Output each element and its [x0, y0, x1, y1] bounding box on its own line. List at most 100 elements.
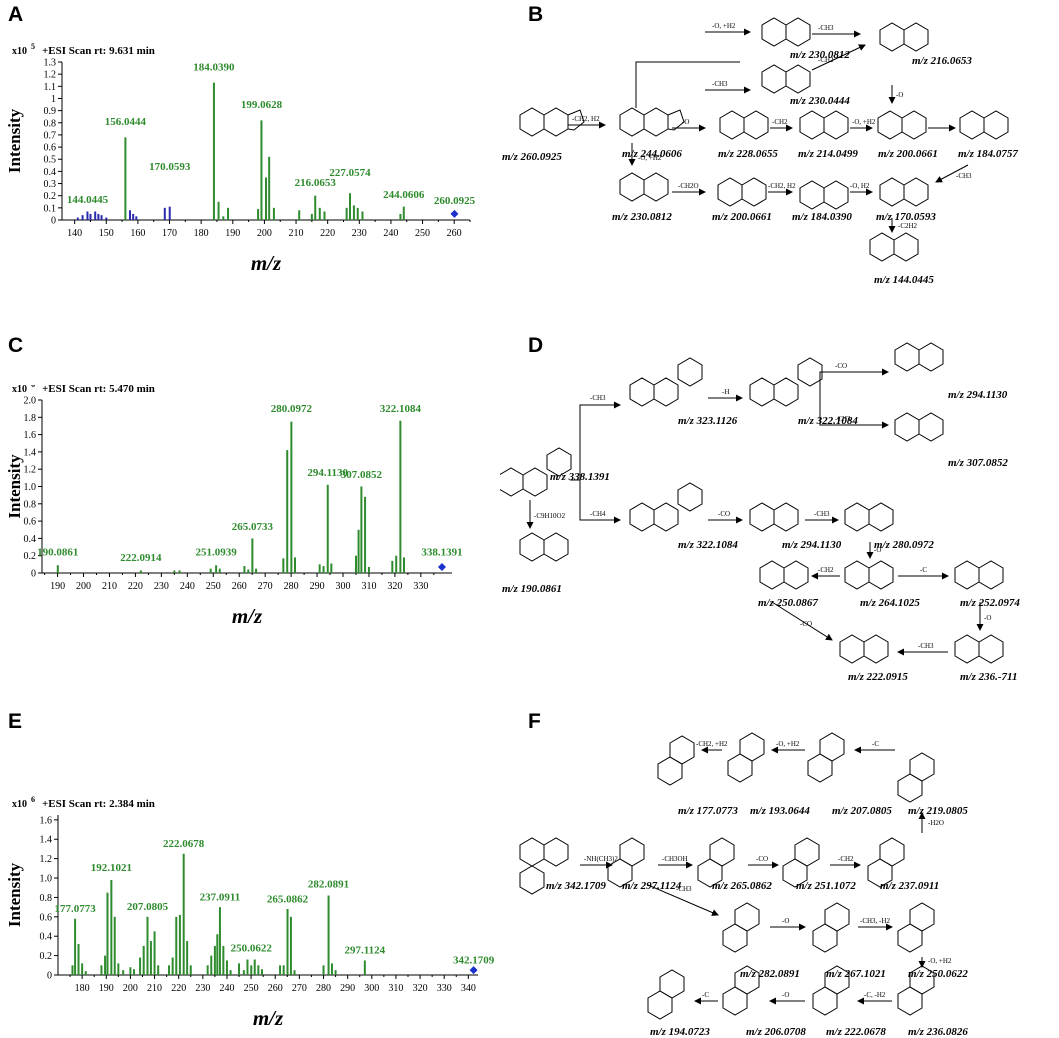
peak-label: 294.1130 — [307, 467, 348, 479]
x-tick-label: 270 — [292, 983, 307, 994]
y-tick-label: 0.4 — [40, 932, 53, 943]
x-tick-label: 310 — [388, 983, 403, 994]
loss-b-7: -CH2 — [818, 56, 834, 64]
scale-label: x10 — [12, 385, 27, 395]
panel-label-a: A — [8, 3, 24, 26]
x-tick-label: 270 — [258, 581, 273, 592]
loss-d-3: -CH3 — [835, 415, 851, 423]
x-tick-label: 290 — [310, 581, 325, 592]
x-tick-label: 250 — [206, 581, 221, 592]
node-f-282: m/z 282.0891 — [740, 968, 800, 980]
loss-b-1: -O — [682, 118, 689, 126]
x-tick-label: 200 — [123, 983, 138, 994]
loss-f-12: -C, -H2 — [864, 991, 886, 999]
peak-label: 251.0939 — [195, 547, 237, 559]
x-tick-label: 230 — [195, 983, 210, 994]
loss-b-12: -O, H2 — [850, 182, 870, 190]
y-tick-label: 1.6 — [24, 430, 37, 441]
x-tick-label: 240 — [383, 228, 398, 239]
x-tick-label: 170 — [162, 228, 177, 239]
scale-exponent: 6 — [31, 795, 35, 804]
x-tick-label: 190 — [50, 581, 65, 592]
y-tick-label: 0.6 — [40, 912, 53, 923]
x-tick-label: 240 — [219, 983, 234, 994]
node-d-322a: m/z 322.1084 — [798, 415, 858, 427]
x-tick-label: 230 — [352, 228, 367, 239]
y-tick-label: 0.4 — [24, 534, 37, 545]
y-tick-label: 1.4 — [24, 447, 37, 458]
node-f-237: m/z 237.0911 — [880, 880, 939, 892]
y-tick-label: 0.2 — [24, 551, 37, 562]
y-tick-label: 0.5 — [44, 155, 57, 166]
node-f-251: m/z 251.1072 — [796, 880, 856, 892]
loss-b-11: -CH2, H2 — [768, 182, 796, 190]
y-tick-label: 1.0 — [24, 482, 37, 493]
node-b-170: m/z 170.0593 — [876, 211, 936, 223]
peak-label: 170.0593 — [149, 161, 191, 173]
y-tick-label: 1.4 — [40, 835, 53, 846]
peak-label: 307.0852 — [341, 469, 383, 481]
chart-title: +ESI Scan rt: 9.631 min — [42, 45, 155, 57]
loss-b-6: -CH3 — [818, 24, 834, 32]
peak-label: 282.0891 — [308, 879, 349, 891]
loss-d-4: -CH4 — [590, 510, 606, 518]
y-tick-label: 1.1 — [44, 82, 57, 93]
peak-label: 177.0773 — [54, 903, 96, 915]
loss-d-11: -O — [984, 614, 991, 622]
x-tick-label: 210 — [289, 228, 304, 239]
precursor-marker — [450, 209, 459, 218]
loss-b-13: -CH3 — [956, 172, 972, 180]
peak-label: 260.0925 — [434, 195, 476, 207]
node-f-297: m/z 297.1124 — [622, 880, 682, 892]
x-tick-label: 260 — [268, 983, 283, 994]
y-tick-label: 0.6 — [24, 517, 37, 528]
panel-label-e: E — [8, 710, 23, 733]
structure-260 — [519, 107, 585, 137]
peak-label: 265.0733 — [232, 521, 274, 533]
y-tick-label: 1.2 — [44, 70, 57, 81]
node-d-322b: m/z 322.1084 — [678, 539, 738, 551]
peak-label: 250.0622 — [231, 943, 273, 955]
spectrum-chart-c: x10 6 +ESI Scan rt: 5.470 min 0 0.2 0.4 0.6 0.8… — [5, 385, 463, 628]
fragmentation-scheme-f: m/z 342.1709 m/z 297.1124 m/z 265.0862 m… — [519, 732, 968, 1038]
x-tick-label: 300 — [336, 581, 351, 592]
loss-d-12: -CO — [800, 620, 812, 628]
y-tick-label: 0.7 — [44, 130, 57, 141]
node-d-307: m/z 307.0852 — [948, 457, 1008, 469]
loss-b-4: -O, +H2 — [712, 22, 736, 30]
x-tick-label: 250 — [244, 983, 259, 994]
peak-label: 244.0606 — [383, 189, 425, 201]
peak-label: 222.0914 — [120, 552, 162, 564]
fragmentation-scheme-b: m/z 260.0925 m/z 244.0606 m/z 228.0655 m… — [502, 17, 1018, 286]
precursor-marker — [437, 562, 446, 571]
peak-label: 192.1021 — [91, 862, 132, 874]
node-f-219: m/z 219.0805 — [908, 805, 968, 817]
fragmentation-scheme-d: m/z 338.1391 m/z 323.1126 m/z 322.1084 m… — [500, 342, 1020, 683]
node-d-294a: m/z 294.1130 — [948, 389, 1008, 401]
x-tick-label: 230 — [154, 581, 169, 592]
panel-label-f: F — [528, 710, 541, 733]
x-axis-title: m/z — [232, 604, 263, 628]
node-f-177: m/z 177.0773 — [678, 805, 738, 817]
x-tick-label: 190 — [225, 228, 240, 239]
loss-b-0: -CH2, H2 — [572, 115, 600, 123]
x-tick-label: 290 — [340, 983, 355, 994]
y-tick-label: 0 — [31, 569, 36, 580]
x-tick-label: 280 — [284, 581, 299, 592]
x-tick-label: 340 — [461, 983, 476, 994]
x-tick-label: 200 — [257, 228, 272, 239]
peak-label: 227.0574 — [329, 167, 371, 179]
chart-title: +ESI Scan rt: 2.384 min — [42, 798, 155, 810]
node-d-280: m/z 280.0972 — [874, 539, 934, 551]
x-axis-title: m/z — [253, 1006, 284, 1030]
y-tick-label: 0 — [47, 971, 52, 982]
x-tick-label: 260 — [232, 581, 247, 592]
peak-label: 265.0862 — [267, 893, 309, 905]
loss-d-7: -C9H10O2 — [534, 512, 566, 520]
node-b-244: m/z 244.0606 — [622, 148, 682, 160]
node-d-236: m/z 236.-711 — [960, 671, 1017, 683]
x-tick-label: 260 — [447, 228, 462, 239]
panel-label-b: B — [528, 3, 544, 26]
loss-f-1: -CH3OH — [662, 855, 688, 863]
node-d-252: m/z 252.0974 — [960, 597, 1020, 609]
